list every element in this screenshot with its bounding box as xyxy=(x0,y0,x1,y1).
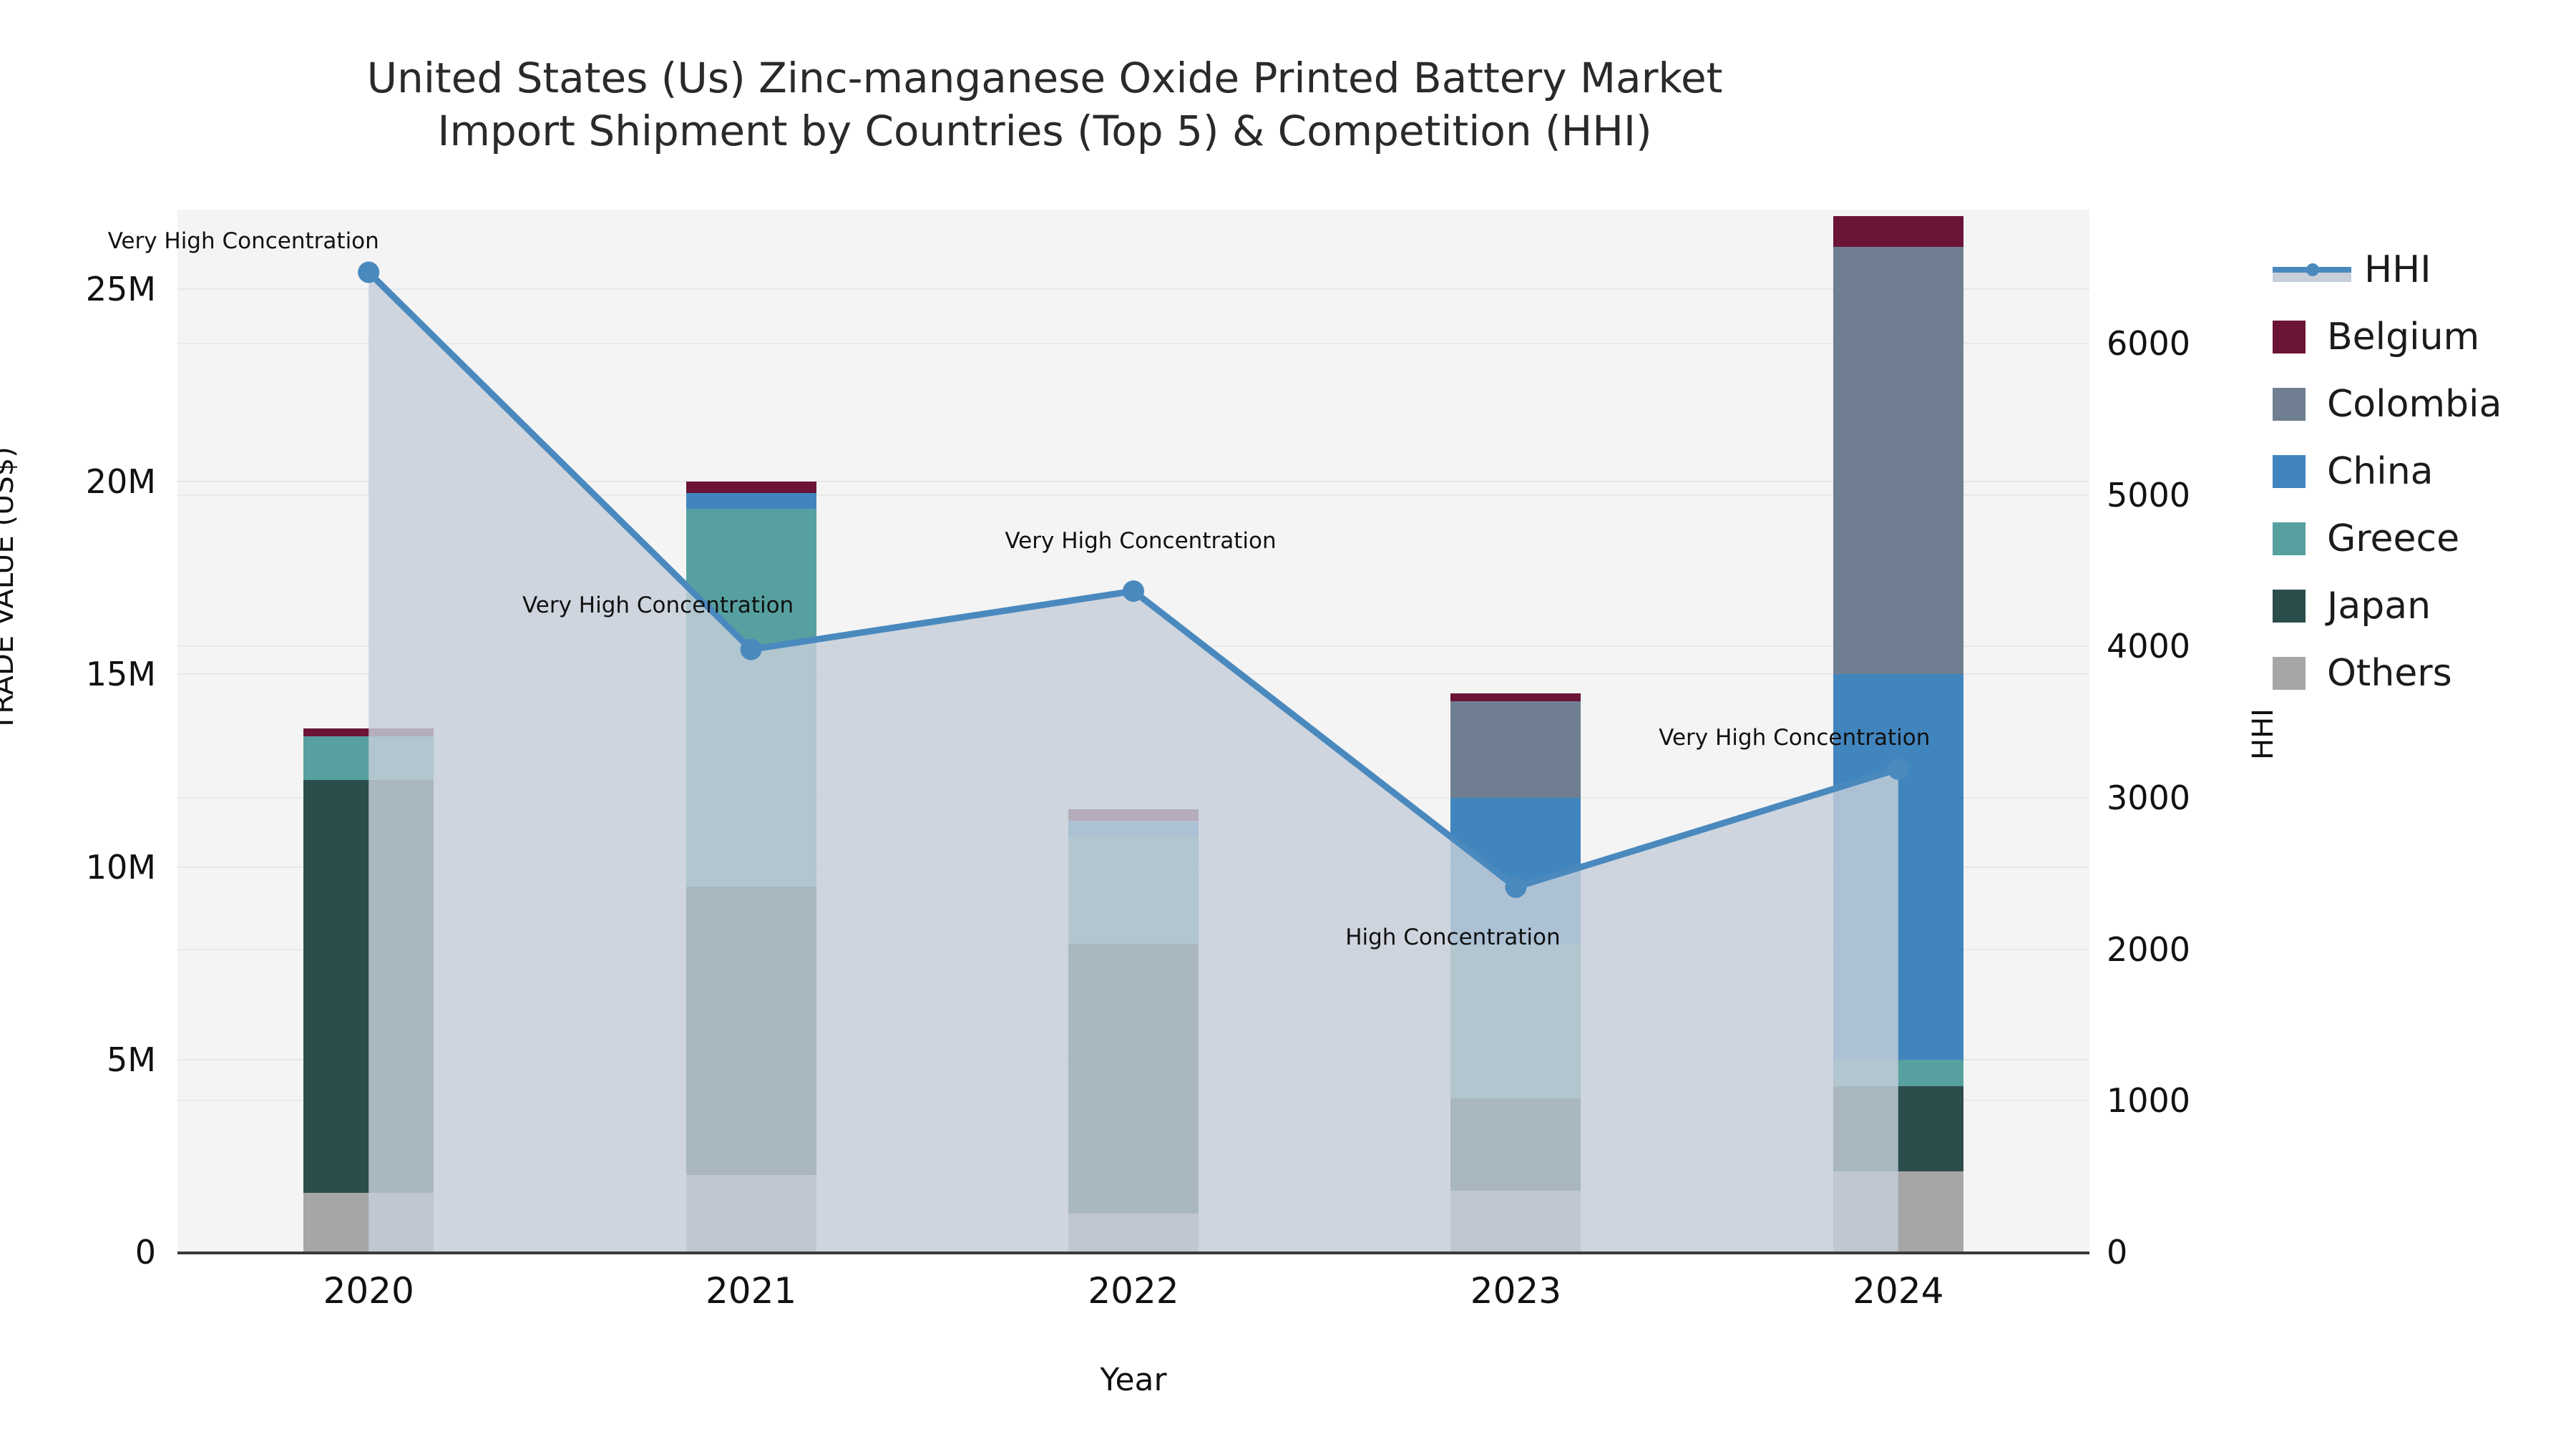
hhi-area-fill xyxy=(369,272,1898,1253)
legend-dot-icon xyxy=(2306,263,2319,276)
gridline-right xyxy=(177,343,2089,344)
annotation-2021: Very High Concentration xyxy=(522,592,794,618)
bar-segment-belgium[interactable] xyxy=(686,482,816,494)
y-axis-left-tick: 25M xyxy=(85,270,156,308)
plot-area xyxy=(177,210,2089,1253)
legend-swatch-icon xyxy=(2273,590,2306,623)
legend-item-japan[interactable]: Japan xyxy=(2273,572,2502,640)
y-axis-left-title: TRADE VALUE (US$) xyxy=(0,447,20,731)
gridline-left xyxy=(177,481,2089,483)
y-axis-right-tick: 5000 xyxy=(2107,475,2191,514)
hhi-marker-2024[interactable] xyxy=(1887,758,1909,780)
chart-title: United States (Us) Zinc-manganese Oxide … xyxy=(0,52,2089,157)
hhi-marker-2020[interactable] xyxy=(358,261,380,283)
bar-segment-belgium[interactable] xyxy=(303,728,434,736)
bar-segment-belgium[interactable] xyxy=(1833,215,1963,247)
legend-label: Colombia xyxy=(2327,383,2502,426)
legend-item-belgium[interactable]: Belgium xyxy=(2273,303,2502,371)
legend-area-fill xyxy=(2273,270,2351,282)
legend-line-marker-icon xyxy=(2273,253,2351,286)
annotation-2024: Very High Concentration xyxy=(1659,724,1931,751)
hhi-markers xyxy=(358,261,1909,898)
legend-label: Japan xyxy=(2327,585,2431,628)
y-axis-left-tick: 5M xyxy=(107,1040,156,1079)
legend-item-others[interactable]: Others xyxy=(2273,640,2502,707)
hhi-marker-2023[interactable] xyxy=(1505,876,1527,898)
legend-item-greece[interactable]: Greece xyxy=(2273,505,2502,572)
legend-item-hhi[interactable]: HHI xyxy=(2273,236,2502,303)
legend: HHI Belgium Colombia China Greece Japan Others xyxy=(2273,236,2502,707)
chart-title-line-1: United States (Us) Zinc-manganese Oxide … xyxy=(366,54,1723,102)
y-axis-right-tick: 0 xyxy=(2107,1233,2128,1272)
legend-label: Belgium xyxy=(2327,316,2480,358)
legend-label: Others xyxy=(2327,652,2452,695)
y-axis-right-tick: 3000 xyxy=(2107,779,2191,817)
gridline-left xyxy=(177,288,2089,290)
chart-title-line-2: Import Shipment by Countries (Top 5) & C… xyxy=(437,107,1652,156)
y-axis-right-tick: 4000 xyxy=(2107,627,2191,666)
legend-swatch-icon xyxy=(2273,522,2306,555)
x-axis-tick-2024: 2024 xyxy=(1853,1270,1944,1312)
annotation-2020: Very High Concentration xyxy=(107,228,379,254)
hhi-marker-2022[interactable] xyxy=(1123,580,1144,602)
y-axis-right-tick: 6000 xyxy=(2107,324,2191,363)
y-axis-right-tick: 1000 xyxy=(2107,1081,2191,1121)
x-axis-tick-2021: 2021 xyxy=(705,1270,797,1312)
legend-item-china[interactable]: China xyxy=(2273,438,2502,505)
legend-label: HHI xyxy=(2364,248,2431,291)
y-axis-right-tick: 2000 xyxy=(2107,930,2191,969)
x-axis-tick-2022: 2022 xyxy=(1088,1270,1179,1312)
bar-segment-colombia[interactable] xyxy=(1833,246,1963,675)
y-axis-left-tick: 0 xyxy=(135,1233,156,1272)
x-axis-tick-2020: 2020 xyxy=(323,1270,414,1312)
legend-swatch-icon xyxy=(2273,388,2306,421)
bar-segment-belgium[interactable] xyxy=(1450,693,1581,702)
hhi-marker-2021[interactable] xyxy=(740,638,762,660)
y-axis-left-tick: 15M xyxy=(85,655,156,694)
hhi-line-series xyxy=(358,261,1909,1253)
x-axis-line xyxy=(177,1252,2089,1254)
annotation-2022: Very High Concentration xyxy=(1005,528,1277,555)
x-axis-tick-2023: 2023 xyxy=(1470,1270,1562,1312)
legend-label: China xyxy=(2327,450,2434,493)
legend-item-colombia[interactable]: Colombia xyxy=(2273,371,2502,438)
legend-swatch-icon xyxy=(2273,455,2306,488)
legend-label: Greece xyxy=(2327,517,2460,560)
y-axis-left-tick: 10M xyxy=(85,847,156,887)
bar-segment-china[interactable] xyxy=(686,493,816,509)
annotation-2023: High Concentration xyxy=(1345,924,1561,950)
y-axis-left-tick: 20M xyxy=(85,462,156,502)
gridline-right xyxy=(177,494,2089,496)
bar-segment-colombia[interactable] xyxy=(1450,701,1581,798)
y-axis-right-title: HHI xyxy=(2247,708,2280,760)
legend-swatch-icon xyxy=(2273,657,2306,690)
legend-swatch-icon xyxy=(2273,321,2306,353)
x-axis-title: Year xyxy=(1100,1362,1167,1398)
